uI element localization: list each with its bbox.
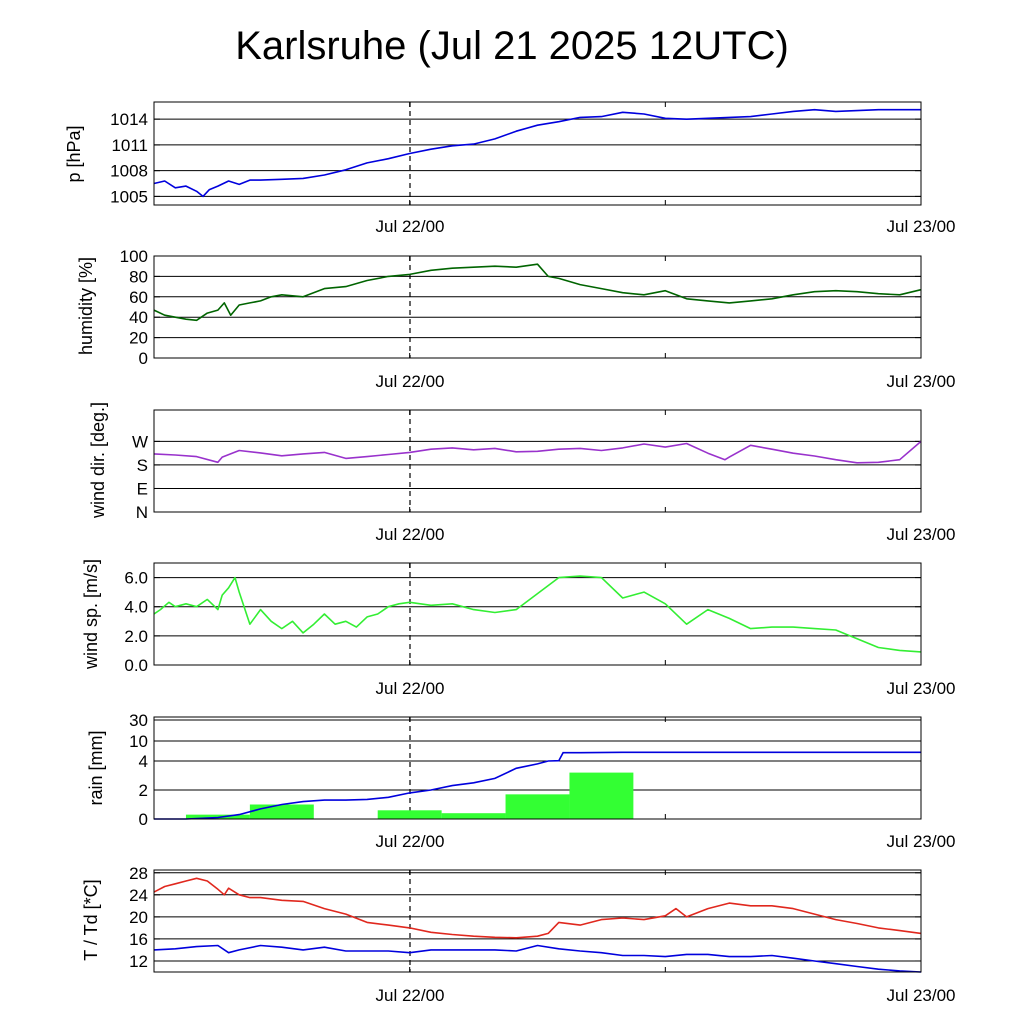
rain-bar [249, 804, 314, 819]
panel-temperature: T / Td [*C] 12 16 20 24 28 Jul 22/00 Jul 23/… [81, 864, 956, 1005]
y-tick-label: 0 [139, 810, 148, 829]
ylabel-rain: rain [mm] [86, 730, 106, 805]
y-tick-label: 10 [129, 732, 148, 751]
y-tick-label: 1014 [110, 110, 148, 129]
temperature-line [153, 877, 922, 939]
y-tick-label: E [137, 479, 148, 498]
panel-rain: rain [mm] 0 2 410 30 Jul 22/00 Jul 23/00 [86, 711, 956, 851]
rain-bar [505, 794, 570, 819]
x-tick-label-jul23: Jul 23/00 [887, 372, 956, 391]
rain-bar [441, 813, 506, 819]
y-tick-label: 4.0 [124, 598, 148, 617]
wind-speed-plot: 0.0 2.0 4.0 6.0 [124, 562, 922, 675]
ylabel-pressure: p [hPa] [64, 125, 84, 182]
x-tick-label-jul23: Jul 23/00 [887, 525, 956, 544]
plot-frame [153, 716, 922, 820]
pressure-plot: 1005 1008 1011 1014 [110, 101, 922, 206]
y-tick-label: N [136, 503, 148, 522]
plot-frame [153, 869, 922, 973]
y-tick-label: 80 [129, 267, 148, 286]
y-tick-label: W [132, 432, 148, 451]
x-tick-label-jul22: Jul 22/00 [376, 832, 445, 851]
y-tick-label: 30 [129, 711, 148, 730]
y-tick-label: 24 [129, 886, 148, 905]
ylabel-humidity: humidity [%] [76, 257, 96, 355]
x-tick-label-jul23: Jul 23/00 [887, 986, 956, 1005]
y-tick-label: 40 [129, 308, 148, 327]
x-tick-label-jul22: Jul 22/00 [376, 986, 445, 1005]
humidity-line [153, 263, 922, 322]
y-tick-label: 2.0 [124, 627, 148, 646]
y-tick-label: 0 [139, 349, 148, 368]
y-tick-label: 28 [129, 864, 148, 883]
y-tick-label: 20 [129, 329, 148, 348]
x-tick-label-jul22: Jul 22/00 [376, 525, 445, 544]
y-tick-label: 4 [139, 752, 148, 771]
dewpoint-line [153, 944, 922, 973]
rain-bar [377, 810, 442, 819]
wind-speed-line [153, 575, 922, 653]
plot-frame [153, 101, 922, 206]
y-tick-label: 1011 [111, 136, 148, 155]
pressure-line [153, 108, 921, 198]
chart-title: Karlsruhe (Jul 21 2025 12UTC) [235, 24, 789, 68]
panel-wind-speed: wind sp. [m/s] 0.0 2.0 4.0 6.0 Jul 22/00 Ju… [81, 559, 956, 698]
panel-pressure: p [hPa] 1005 1008 1011 1014 Jul 22/00 Jul 2… [64, 101, 956, 236]
x-tick-label-jul22: Jul 22/00 [376, 372, 445, 391]
y-tick-label: 20 [129, 908, 148, 927]
y-tick-label: 60 [129, 288, 148, 307]
ylabel-wind-direction: wind dir. [deg.] [88, 402, 108, 519]
ylabel-temperature: T / Td [*C] [81, 879, 101, 960]
rain-bar [569, 772, 634, 819]
y-tick-label: 2 [139, 781, 148, 800]
x-tick-label-jul22: Jul 22/00 [376, 217, 445, 236]
rain-cumulative-line [154, 751, 921, 820]
ylabel-wind-speed: wind sp. [m/s] [81, 559, 101, 670]
y-tick-label: S [137, 456, 148, 475]
wind-dir-line [153, 440, 922, 464]
plot-frame [153, 562, 922, 666]
x-tick-label-jul23: Jul 23/00 [887, 217, 956, 236]
plot-frame [153, 409, 922, 513]
temperature-plot: 12 16 20 24 28 [129, 864, 922, 973]
plot-frame [153, 255, 922, 359]
x-tick-label-jul23: Jul 23/00 [887, 679, 956, 698]
x-tick-label-jul22: Jul 22/00 [376, 679, 445, 698]
y-tick-label: 100 [120, 247, 148, 266]
y-tick-label: 0.0 [124, 656, 148, 675]
rain-plot: 0 2 410 30 [129, 711, 922, 829]
y-tick-label: 1008 [110, 162, 148, 181]
y-tick-label: 6.0 [124, 569, 148, 588]
y-tick-label: 12 [129, 952, 148, 971]
y-tick-label: 1005 [110, 187, 148, 206]
y-tick-label: 16 [129, 930, 148, 949]
x-tick-label-jul23: Jul 23/00 [887, 832, 956, 851]
